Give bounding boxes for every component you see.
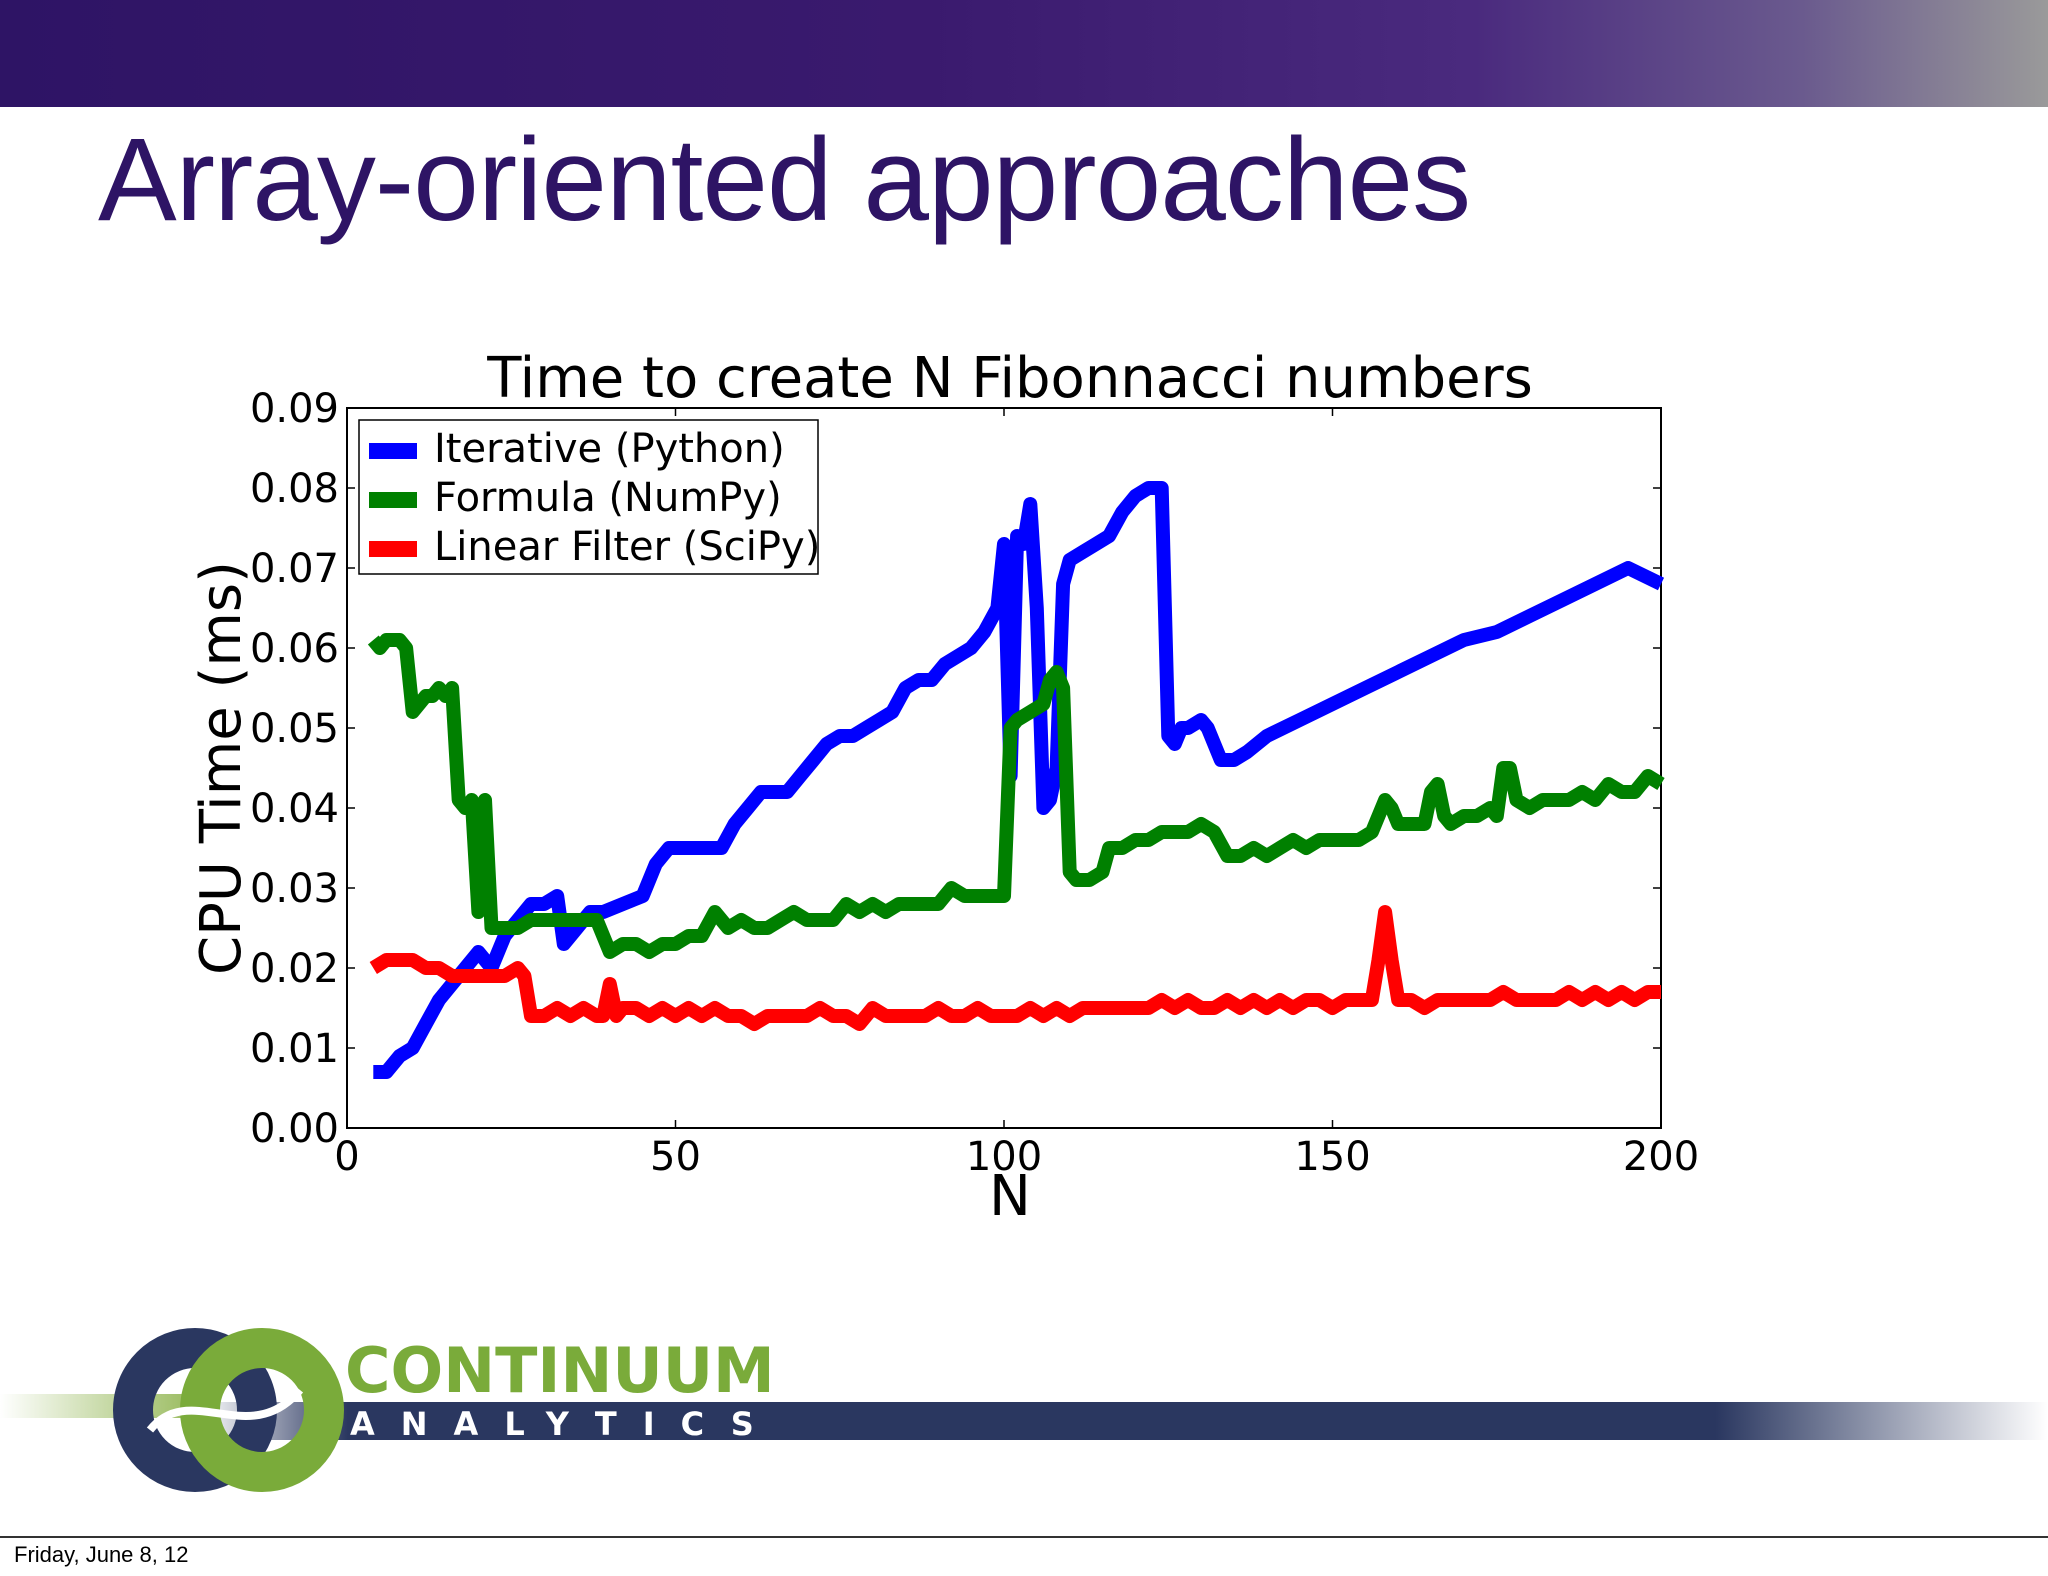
x-tick-label: 0 — [334, 1134, 359, 1180]
logo-infinity-stroke — [146, 1387, 304, 1433]
x-tick-label: 100 — [966, 1134, 1042, 1180]
y-tick-label: 0.03 — [250, 866, 339, 912]
axis-ticks — [346, 407, 1662, 1129]
x-tick-label: 200 — [1623, 1134, 1699, 1180]
y-tick-label: 0.09 — [250, 386, 339, 432]
company-logo: CONTINUUM ANALYTICS — [0, 1328, 2048, 1492]
x-tick-label: 50 — [650, 1134, 701, 1180]
y-tick-label: 0.04 — [250, 786, 339, 832]
y-tick-label: 0.05 — [250, 706, 339, 752]
slide: Array-oriented approaches Time to create… — [0, 0, 2048, 1492]
series-line-2 — [369, 905, 1661, 1031]
y-axis-label: CPU Time (ms) — [189, 561, 254, 975]
logo-navy-ring — [113, 1328, 277, 1492]
legend-swatch — [369, 541, 417, 557]
y-tick-label: 0.07 — [250, 546, 339, 592]
y-tick-label: 0.08 — [250, 466, 339, 512]
legend: Iterative (Python)Formula (NumPy)Linear … — [358, 419, 820, 575]
series-lines — [367, 481, 1665, 1079]
chart-title: Time to create N Fibonnacci numbers — [486, 346, 1533, 411]
y-tick-label: 0.00 — [250, 1106, 339, 1152]
legend-label: Iterative (Python) — [434, 426, 785, 472]
header-band — [0, 0, 2048, 107]
legend-swatch — [369, 443, 417, 459]
x-tick-label: 150 — [1294, 1134, 1370, 1180]
footer-date: Friday, June 8, 12 — [14, 1542, 189, 1567]
axis-tick-labels: 0 50 100 150 200 0.00 0.01 0.02 0.03 0.04 0.05 0.06… — [250, 386, 1699, 1180]
y-tick-label: 0.01 — [250, 1026, 339, 1072]
footer-rule — [0, 1536, 2048, 1538]
legend-swatch — [369, 492, 417, 508]
y-tick-label: 0.02 — [250, 946, 339, 992]
series-line-1 — [367, 633, 1665, 959]
legend-label: Formula (NumPy) — [434, 475, 782, 521]
logo-word-analytics: ANALYTICS — [350, 1405, 780, 1443]
logo-stripe — [200, 1402, 2048, 1440]
slide-title: Array-oriented approaches — [98, 114, 1471, 246]
chart: Time to create N Fibonnacci numbers 0 50 1… — [189, 346, 1699, 1229]
logo-word-continuum: CONTINUUM — [345, 1334, 775, 1407]
legend-box — [358, 419, 819, 575]
y-tick-label: 0.06 — [250, 626, 339, 672]
x-axis-label: N — [989, 1164, 1031, 1229]
legend-label: Linear Filter (SciPy) — [434, 524, 820, 570]
